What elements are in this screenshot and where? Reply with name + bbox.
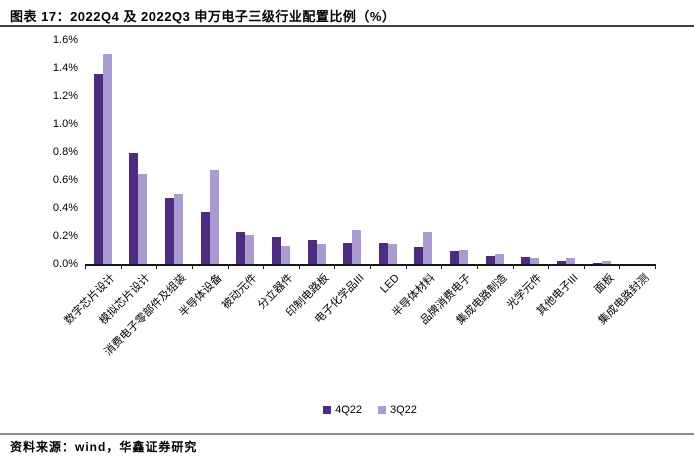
bar-3q22 <box>280 246 290 264</box>
bar-4q22 <box>592 263 602 264</box>
bar-4q22 <box>485 256 495 264</box>
y-tick-label: 1.0% <box>52 118 78 130</box>
source-divider <box>0 433 694 435</box>
x-axis-tick <box>298 264 300 269</box>
bar-4q22 <box>521 257 531 264</box>
x-axis-tick <box>85 264 86 269</box>
bar-3q22 <box>387 244 397 264</box>
bar-4q22 <box>343 243 353 264</box>
x-category-label: 被动元件 <box>220 272 260 312</box>
bar-3q22 <box>423 232 433 264</box>
x-category-label: 面板 <box>592 272 617 297</box>
bar-3q22 <box>209 170 219 264</box>
bar-4q22 <box>378 243 388 264</box>
bar-3q22 <box>138 174 148 264</box>
legend-item-3q22: 3Q22 <box>378 404 417 416</box>
legend-item-4q22: 4Q22 <box>323 404 362 416</box>
x-axis-tick <box>156 264 158 269</box>
x-axis-tick <box>476 264 478 269</box>
bar-3q22 <box>530 258 540 264</box>
x-axis-tick <box>227 264 229 269</box>
x-axis-tick <box>263 264 265 269</box>
legend-label: 4Q22 <box>335 404 362 416</box>
y-tick-label: 1.6% <box>52 34 78 46</box>
legend-label: 3Q22 <box>390 404 417 416</box>
title-divider <box>0 25 694 27</box>
x-axis-tick <box>583 264 585 269</box>
bar-4q22 <box>307 240 317 264</box>
bar-3q22 <box>102 54 112 264</box>
bar-4q22 <box>271 237 281 264</box>
source-note: 资料来源：wind，华鑫证券研究 <box>10 440 198 454</box>
y-tick-label: 1.4% <box>52 62 78 74</box>
bar-4q22 <box>129 153 139 264</box>
bar-3q22 <box>316 244 326 264</box>
bar-3q22 <box>565 258 575 264</box>
bar-3q22 <box>494 254 504 264</box>
y-axis: 0.0% 0.2% 0.4% 0.6% 0.8% 1.0% 1.2% 1.4% 1.6% <box>0 34 78 270</box>
y-tick-label: 0.2% <box>52 230 78 242</box>
y-tick-label: 0.0% <box>52 258 78 270</box>
y-tick-label: 0.6% <box>52 174 78 186</box>
bar-4q22 <box>556 261 566 264</box>
bar-4q22 <box>414 247 424 264</box>
bar-4q22 <box>165 198 175 264</box>
x-axis-tick <box>120 264 122 269</box>
bar-4q22 <box>200 212 210 264</box>
x-axis-tick <box>655 264 656 269</box>
y-tick-label: 1.2% <box>52 90 78 102</box>
x-axis-tick <box>334 264 336 269</box>
x-axis-tick <box>619 264 621 269</box>
x-axis-tick <box>512 264 514 269</box>
legend-swatch-icon <box>378 406 386 414</box>
bar-3q22 <box>174 194 184 264</box>
bar-3q22 <box>245 235 255 264</box>
bar-4q22 <box>236 232 246 264</box>
bar-3q22 <box>459 250 469 264</box>
y-tick-label: 0.8% <box>52 146 78 158</box>
figure-title: 图表 17：2022Q4 及 2022Q3 申万电子三级行业配置比例（%） <box>10 9 396 24</box>
x-axis-tick <box>370 264 371 269</box>
x-category-label: LED <box>378 272 403 296</box>
chart-legend: 4Q22 3Q22 <box>85 404 655 416</box>
bar-3q22 <box>352 230 362 264</box>
x-axis-tick <box>405 264 407 269</box>
x-axis-tick <box>441 264 443 269</box>
x-axis-tick <box>548 264 550 269</box>
x-axis-tick <box>191 264 193 269</box>
y-tick-label: 0.4% <box>52 202 78 214</box>
bar-4q22 <box>93 74 103 264</box>
plot-area: 数字芯片设计 模拟芯片设计 消费电子零部件及组装 半导体设备 被动元件 分立器件 印制电路板… <box>62 40 656 358</box>
legend-swatch-icon <box>323 406 332 414</box>
bar-3q22 <box>601 261 611 264</box>
bar-4q22 <box>450 251 460 264</box>
